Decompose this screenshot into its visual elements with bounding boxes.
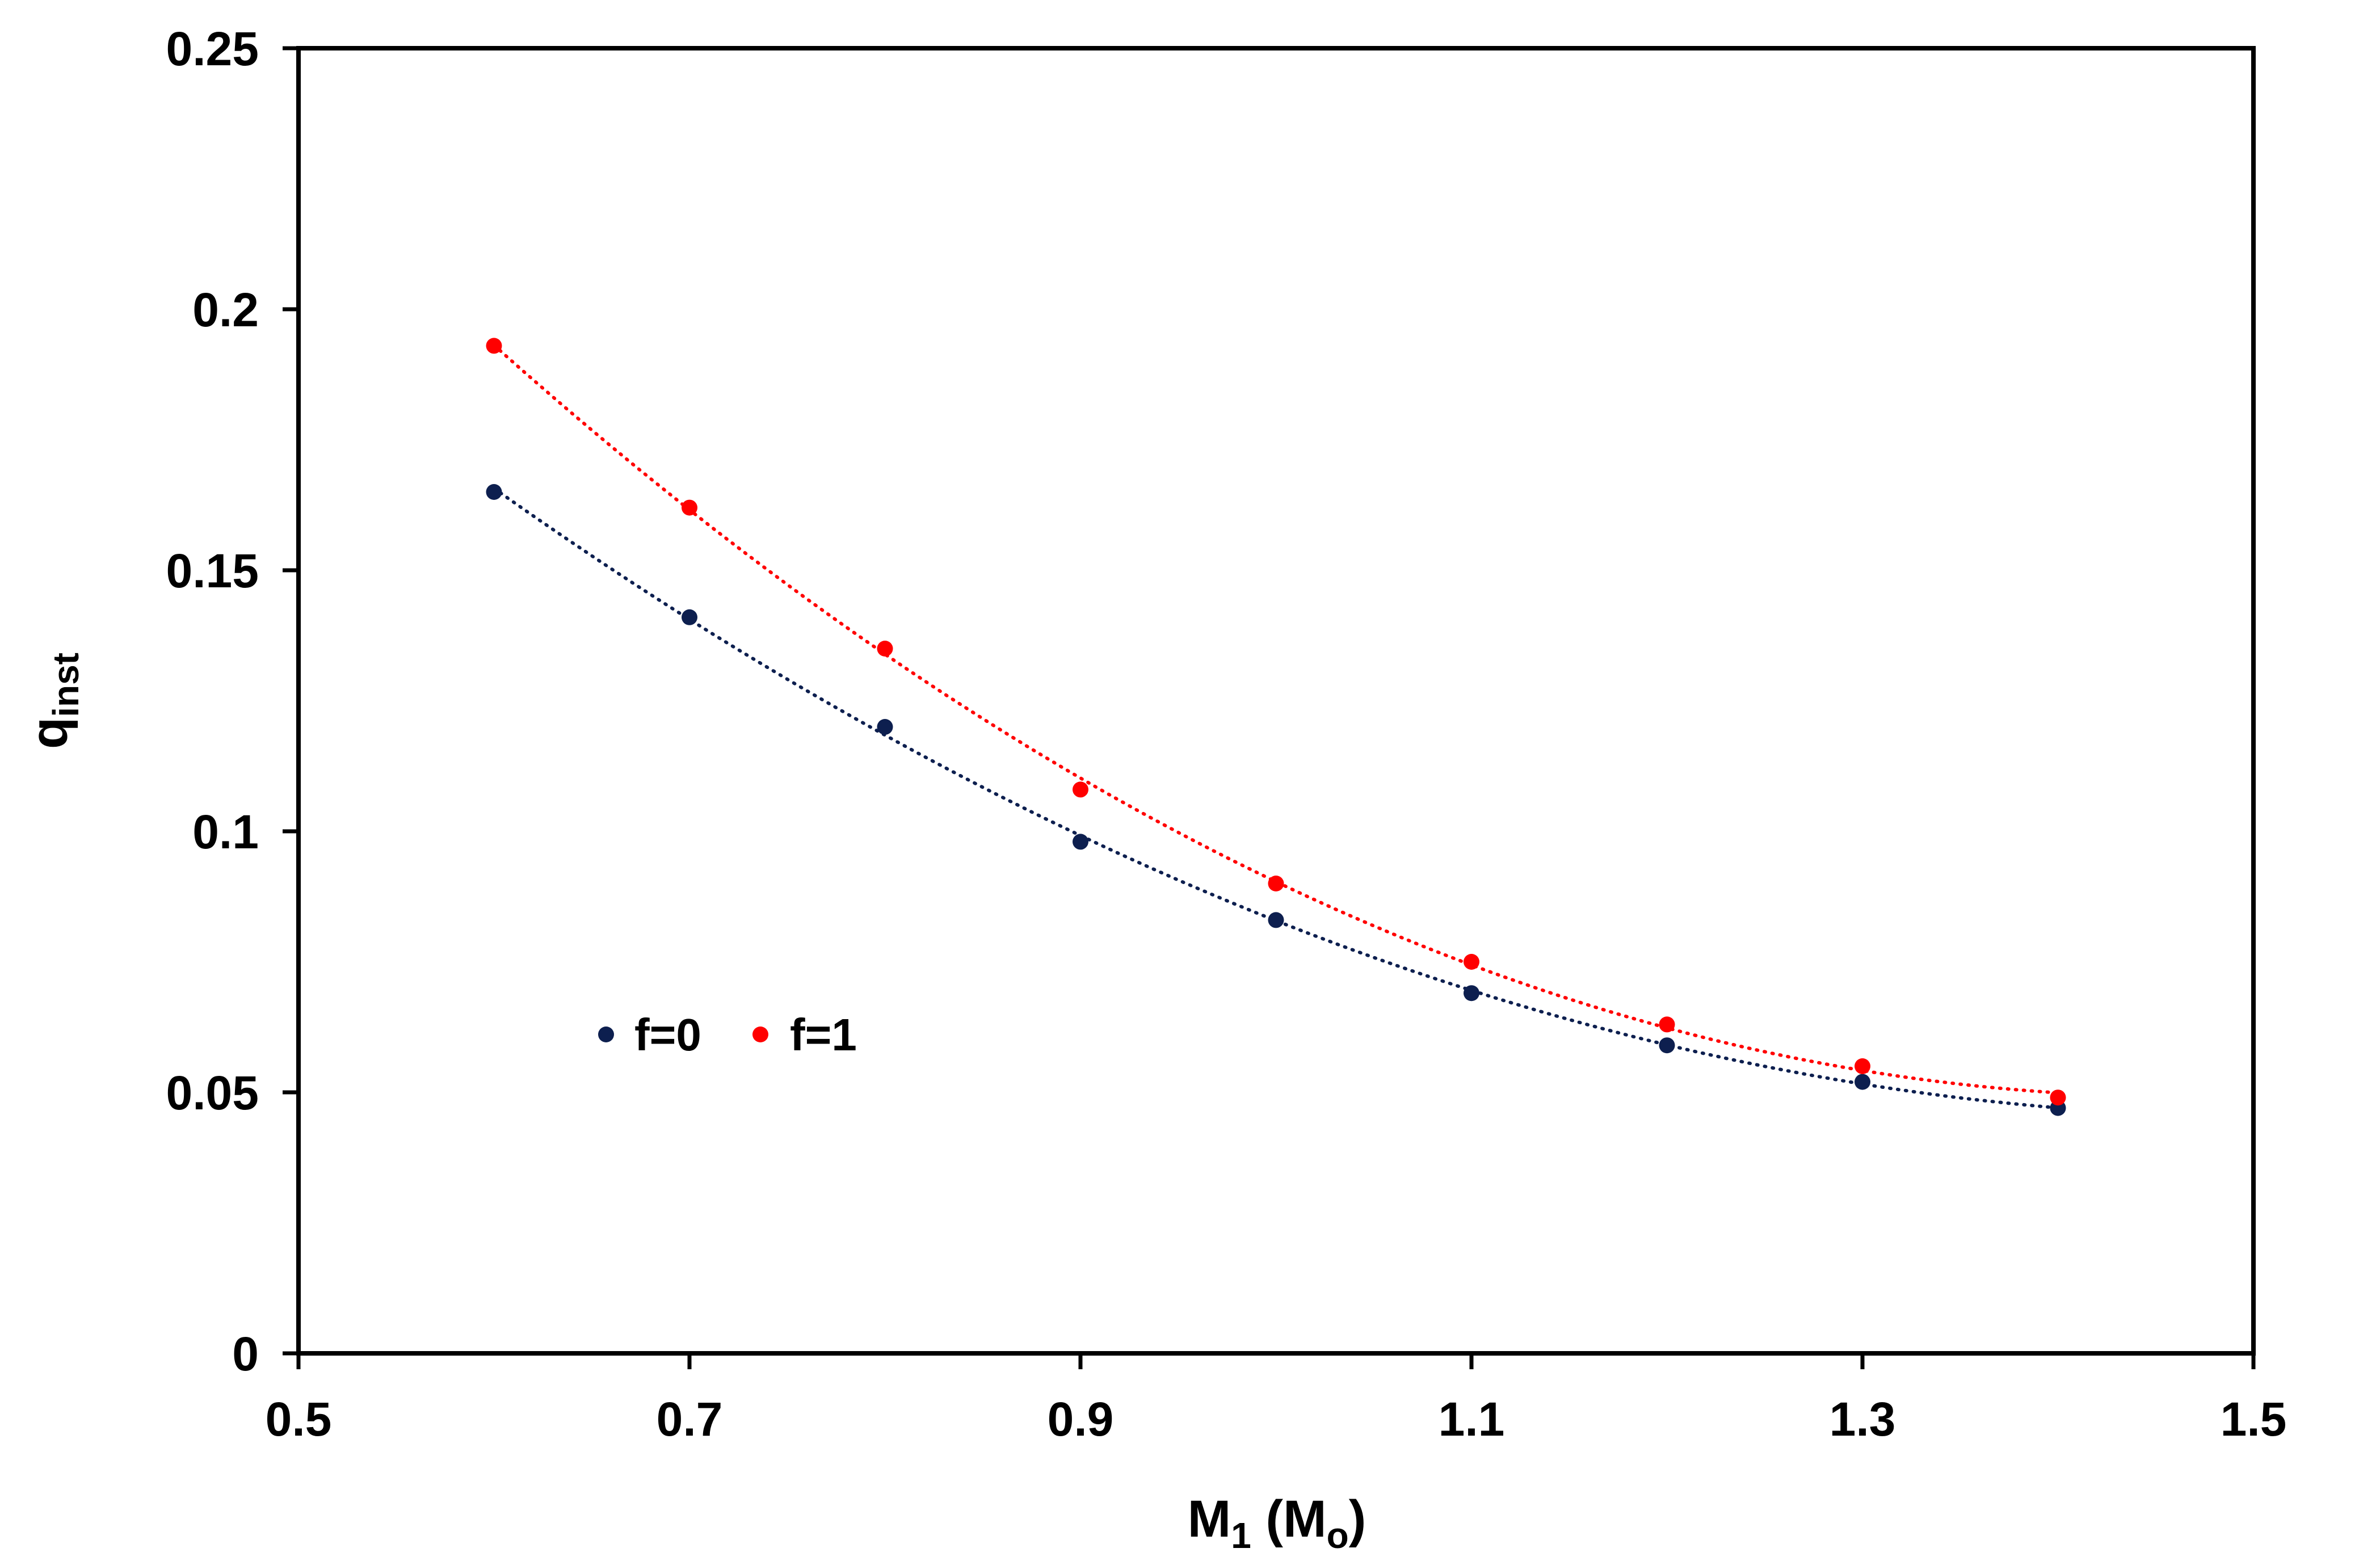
x-tick-label: 0.5 [266, 1392, 332, 1446]
y-tick-label: 0 [232, 1327, 259, 1381]
legend-marker-f0 [598, 1026, 614, 1042]
y-tick-label: 0.25 [166, 22, 259, 75]
x-tick-label: 1.1 [1439, 1392, 1505, 1446]
x-tick-label: 1.5 [2221, 1392, 2287, 1446]
trendline-series-1 [492, 343, 2060, 1095]
data-point-series-1 [2050, 1089, 2066, 1106]
data-point-series-0 [1073, 834, 1088, 850]
trendlines [492, 343, 2060, 1110]
legend-marker-f1 [752, 1026, 768, 1042]
x-tick-label: 0.9 [1048, 1392, 1114, 1446]
x-axis-title-main: M [1188, 1490, 1231, 1548]
data-point-series-0 [1268, 912, 1284, 928]
data-point-series-1 [1268, 876, 1284, 891]
y-axis: 0 0.05 0.1 0.15 0.2 0.25 [166, 22, 298, 1381]
plot-frame [296, 46, 2256, 1356]
legend: f=0 f=1 [598, 1009, 857, 1060]
x-axis-title-unit-open: (M [1251, 1490, 1327, 1548]
legend-label-f1: f=1 [790, 1009, 857, 1060]
y-tick-label: 0.1 [192, 805, 259, 859]
x-tick-label: 0.7 [657, 1392, 723, 1446]
data-points [486, 338, 2066, 1116]
data-point-series-0 [682, 609, 697, 625]
y-axis-title-sub: inst [45, 653, 86, 717]
data-point-series-0 [1855, 1074, 1870, 1090]
data-point-series-1 [1855, 1058, 1870, 1074]
data-point-series-0 [1659, 1037, 1675, 1054]
legend-label-f0: f=0 [634, 1009, 701, 1060]
data-point-series-1 [1073, 781, 1088, 798]
x-tick-label: 1.3 [1830, 1392, 1896, 1446]
data-point-series-1 [682, 499, 697, 516]
x-axis-title-unit-sub: o [1327, 1515, 1349, 1556]
x-axis-title: M1 (Mo) [1188, 1490, 1366, 1556]
y-tick-label: 0.15 [166, 544, 259, 598]
data-point-series-1 [1464, 954, 1479, 970]
y-tick-label: 0.2 [192, 283, 259, 336]
y-tick-label: 0.05 [166, 1066, 259, 1120]
data-point-series-0 [486, 484, 502, 500]
data-point-series-0 [1464, 985, 1479, 1002]
y-axis-title: qinst [20, 653, 86, 749]
data-point-series-0 [877, 719, 893, 735]
data-point-series-1 [1659, 1016, 1675, 1033]
trendline-series-0 [492, 486, 2060, 1110]
data-point-series-1 [486, 338, 502, 354]
y-axis-title-main: q [20, 717, 78, 749]
x-axis-title-unit-close: ) [1349, 1490, 1366, 1548]
data-point-series-1 [877, 641, 893, 657]
x-axis: 0.5 0.7 0.9 1.1 1.3 1.5 [266, 1353, 2287, 1446]
x-axis-title-sub: 1 [1231, 1515, 1251, 1556]
